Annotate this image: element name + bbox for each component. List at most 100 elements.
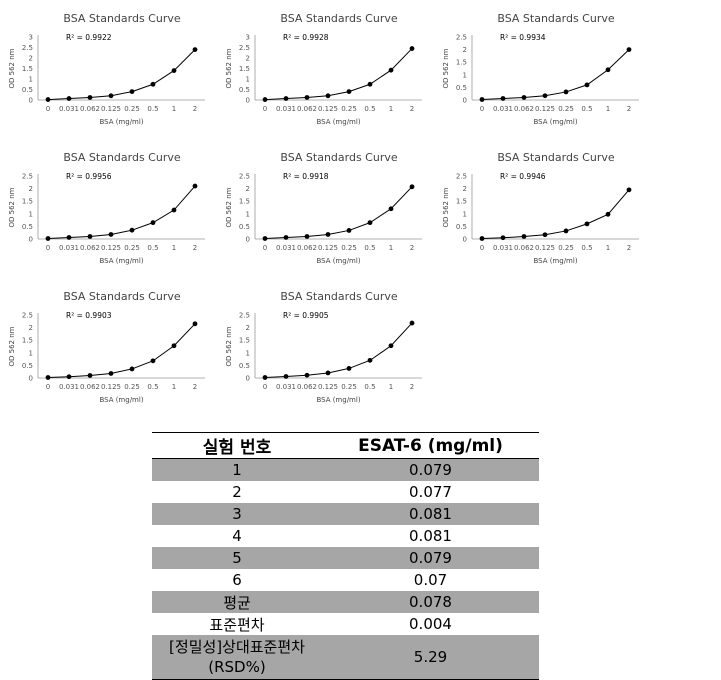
data-point <box>388 67 394 73</box>
series-line <box>264 48 413 101</box>
x-tick-label: 2 <box>193 244 197 252</box>
x-tick-label: 0 <box>46 105 50 113</box>
y-axis-label: OD 562 nm <box>225 326 233 366</box>
x-tick-label: 2 <box>410 105 414 113</box>
x-tick-label: 0.062 <box>297 244 317 252</box>
data-point <box>129 89 135 94</box>
y-tick-label: 0 <box>29 236 33 244</box>
data-point <box>409 46 415 51</box>
data-point <box>262 97 268 102</box>
y-tick-label: 1.5 <box>239 337 250 345</box>
y-tick-label: 2.5 <box>239 44 250 52</box>
r-squared-label: R² = 0.9956 <box>66 172 112 181</box>
data-point <box>521 234 527 239</box>
y-tick-label: 0.5 <box>22 223 33 231</box>
x-tick-label: 0 <box>46 383 50 391</box>
row-label: 2 <box>232 483 242 501</box>
r-squared-label: R² = 0.9903 <box>66 311 112 320</box>
x-tick-label: 2 <box>627 105 631 113</box>
data-point <box>542 232 548 238</box>
bsa-curve-chart-8: BSA Standards Curve OD 562 nm 0 0.5 1 1.5 2 2.5… <box>225 290 422 404</box>
data-point <box>388 206 394 212</box>
data-point <box>367 220 373 226</box>
y-tick-label: 1.5 <box>456 198 467 206</box>
y-tick-label: 1 <box>246 210 250 218</box>
x-axis-label: BSA (mg/ml) <box>316 396 360 404</box>
x-tick-label: 0.031 <box>493 105 513 113</box>
data-point <box>283 96 289 101</box>
y-axis-label: OD 562 nm <box>225 48 233 88</box>
x-tick-label: 0.062 <box>297 105 317 113</box>
y-tick-label: 0 <box>29 97 33 105</box>
header-experiment-no: 실험 번호 <box>152 432 322 459</box>
data-point <box>171 343 177 349</box>
y-tick-label: 1 <box>246 76 250 84</box>
x-tick-label: 2 <box>193 383 197 391</box>
data-point <box>150 358 156 364</box>
x-tick-label: 0.031 <box>493 244 513 252</box>
y-tick-label: 0 <box>463 97 467 105</box>
x-tick-label: 0.125 <box>318 244 338 252</box>
data-point <box>129 366 135 372</box>
data-point <box>171 68 177 73</box>
y-tick-label: 3 <box>29 34 33 42</box>
table-row: 3 0.081 <box>152 503 539 525</box>
data-point <box>108 93 114 99</box>
y-tick-label: 1 <box>29 76 33 84</box>
series-line <box>264 186 413 239</box>
data-point <box>45 236 51 241</box>
x-tick-label: 0.5 <box>364 244 375 252</box>
row-value: 5.29 <box>322 635 539 680</box>
x-tick-label: 1 <box>389 244 393 252</box>
x-axis-label: BSA (mg/ml) <box>316 257 360 265</box>
y-axis-label: OD 562 nm <box>442 48 450 88</box>
x-tick-label: 0.125 <box>318 105 338 113</box>
x-tick-label: 1 <box>606 244 610 252</box>
data-point <box>346 228 352 233</box>
x-tick-label: 2 <box>193 105 197 113</box>
table-row-std-dev: 표준편차 0.004 <box>152 613 539 635</box>
row-value: 0.077 <box>409 483 452 501</box>
table-row: 6 0.07 <box>152 569 539 591</box>
x-tick-label: 0.5 <box>581 105 592 113</box>
x-tick-label: 0.031 <box>59 383 79 391</box>
data-point <box>129 227 135 233</box>
y-tick-label: 0 <box>246 236 250 244</box>
x-tick-label: 0 <box>263 105 267 113</box>
x-tick-label: 2 <box>410 383 414 391</box>
data-point <box>346 366 352 371</box>
x-tick-label: 0.25 <box>558 244 574 252</box>
data-point <box>45 375 51 380</box>
series-line <box>47 49 196 101</box>
x-tick-label: 0.125 <box>101 244 121 252</box>
x-tick-label: 0.125 <box>101 383 121 391</box>
data-point <box>66 374 72 380</box>
y-tick-label: 2.5 <box>239 312 250 320</box>
table-row: 2 0.077 <box>152 481 539 503</box>
bsa-curve-chart-1: BSA Standards Curve OD 562 nm 0 0.5 1 1.5 2 2.5… <box>8 12 205 126</box>
data-point <box>66 96 72 101</box>
y-tick-label: 2 <box>246 185 250 193</box>
y-tick-label: 2.5 <box>456 173 467 181</box>
y-tick-label: 2.5 <box>22 44 33 52</box>
row-label: 1 <box>152 458 322 481</box>
series-line <box>264 322 413 378</box>
data-point <box>563 89 569 95</box>
table-row-mean: 평균 0.078 <box>152 591 539 613</box>
x-axis-label: BSA (mg/ml) <box>533 118 577 126</box>
x-tick-label: 0.125 <box>535 105 555 113</box>
data-point <box>87 234 93 239</box>
data-point <box>409 320 415 326</box>
bsa-curve-chart-5: BSA Standards Curve OD 562 nm 0 0.5 1 1.5 2 2.5… <box>225 151 422 265</box>
bsa-curve-chart-4: BSA Standards Curve OD 562 nm 0 0.5 1 1.5 2 2.5… <box>8 151 205 265</box>
y-tick-label: 0 <box>29 375 33 383</box>
chart-title: BSA Standards Curve <box>497 12 615 25</box>
row-label: 4 <box>232 527 242 545</box>
data-point <box>542 93 548 99</box>
data-point <box>563 228 569 234</box>
bsa-curve-chart-7: BSA Standards Curve OD 562 nm 0 0.5 1 1.5 2 2.5… <box>8 290 205 404</box>
row-value: 0.081 <box>409 527 452 545</box>
y-tick-label: 0.5 <box>456 84 467 92</box>
y-axis-label: OD 562 nm <box>8 326 16 366</box>
bsa-curve-chart-2: BSA Standards Curve OD 562 nm 0 0.5 1 1.5 2 2.5… <box>225 12 422 126</box>
